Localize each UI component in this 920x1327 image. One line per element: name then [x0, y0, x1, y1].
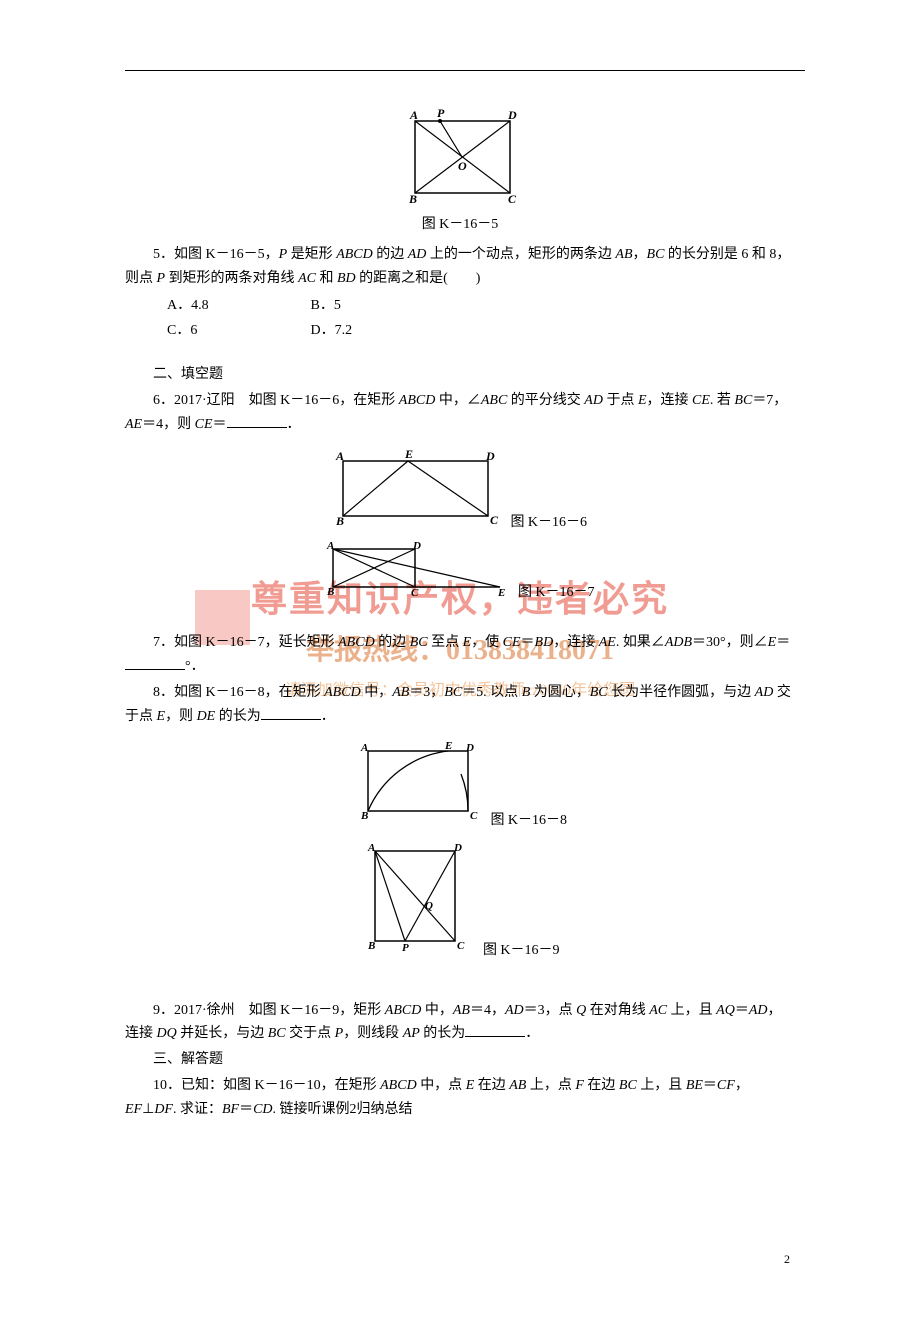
figure-k16-9: A D B C P Q 图 K－16－9: [125, 839, 795, 959]
question-8: 8．如图 K－16－8，在矩形 ABCD 中，AB＝3，BC＝5. 以点 B 为…: [125, 681, 795, 729]
section-2-heading: 二、填空题: [125, 363, 795, 387]
figure-k16-5: A P D B C O 图 K－16－5: [125, 106, 795, 233]
figure-k16-9-caption: 图 K－16－9: [483, 939, 560, 959]
svg-text:A: A: [360, 742, 368, 754]
svg-text:C: C: [457, 940, 465, 952]
page-number: 2: [125, 1252, 795, 1267]
blank-q8: [261, 706, 321, 720]
svg-text:B: B: [326, 586, 334, 596]
figure-k16-5-caption: 图 K－16－5: [125, 213, 795, 233]
svg-text:E: E: [497, 587, 505, 596]
question-6: 6．2017·辽阳 如图 K－16－6，在矩形 ABCD 中，∠ABC 的平分线…: [125, 389, 795, 437]
svg-text:D: D: [465, 742, 474, 754]
figure-k16-6: A E D B C 图 K－16－6: [125, 446, 795, 531]
svg-text:A: A: [326, 541, 334, 552]
q5-option-b: B．5: [311, 293, 451, 318]
figure-k16-8: A E D B C 图 K－16－8: [125, 739, 795, 829]
svg-text:A: A: [335, 449, 344, 463]
question-7: 7．如图 K－16－7，延长矩形 ABCD 的边 BC 至点 E，使 CE＝BD…: [125, 631, 795, 679]
section-3-heading: 三、解答题: [125, 1048, 795, 1072]
svg-text:D: D: [485, 449, 495, 463]
figure-k16-7: A D B C E 图 K－16－7: [125, 541, 795, 601]
svg-text:B: B: [408, 192, 417, 206]
svg-text:B: B: [367, 940, 375, 952]
figure-k16-6-caption: 图 K－16－6: [510, 511, 587, 531]
svg-text:B: B: [335, 514, 344, 526]
svg-text:E: E: [444, 740, 452, 752]
q5-option-a: A．4.8: [167, 293, 307, 318]
question-5: 5．如图 K－16－5，P 是矩形 ABCD 的边 AD 上的一个动点，矩形的两…: [125, 243, 795, 291]
q5-option-c: C．6: [167, 318, 307, 343]
q5-options-row2: C．6 D．7.2: [167, 318, 795, 343]
svg-text:D: D: [412, 541, 421, 552]
svg-text:P: P: [402, 942, 409, 954]
svg-text:D: D: [507, 108, 517, 122]
blank-q6: [227, 414, 287, 428]
svg-text:C: C: [490, 513, 499, 526]
svg-text:P: P: [437, 106, 445, 120]
blank-q7: [125, 656, 185, 670]
svg-text:A: A: [367, 842, 375, 854]
figure-k16-8-caption: 图 K－16－8: [490, 809, 567, 829]
svg-text:Q: Q: [425, 900, 433, 912]
svg-text:B: B: [360, 810, 368, 822]
svg-text:A: A: [409, 108, 418, 122]
question-10: 10．已知：如图 K－16－10，在矩形 ABCD 中，点 E 在边 AB 上，…: [125, 1074, 795, 1122]
q5-option-d: D．7.2: [311, 318, 451, 343]
svg-text:O: O: [458, 159, 467, 173]
svg-text:C: C: [411, 587, 419, 596]
blank-q9: [465, 1023, 525, 1037]
svg-text:E: E: [404, 447, 413, 461]
svg-text:D: D: [453, 842, 462, 854]
q5-options-row1: A．4.8 B．5: [167, 293, 795, 318]
figure-k16-7-caption: 图 K－16－7: [518, 581, 595, 601]
svg-text:C: C: [508, 192, 517, 206]
question-9: 9．2017·徐州 如图 K－16－9，矩形 ABCD 中，AB＝4，AD＝3，…: [125, 999, 795, 1047]
svg-text:C: C: [470, 810, 478, 822]
